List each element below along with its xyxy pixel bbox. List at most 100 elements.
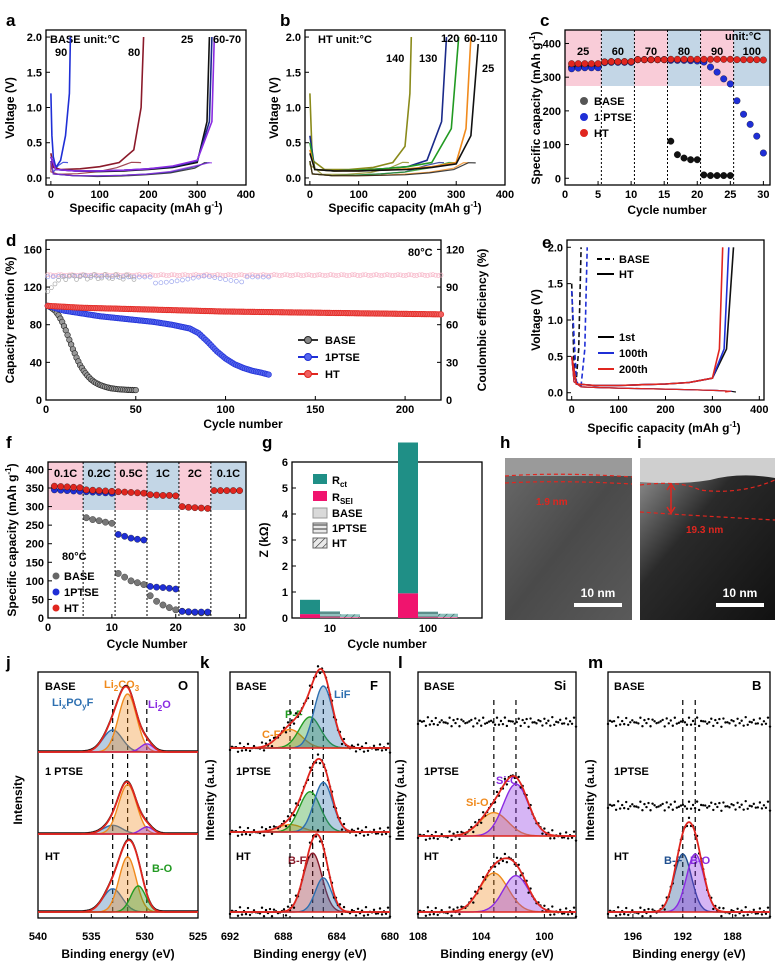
point-1PTSE bbox=[166, 584, 173, 592]
raw-data-point bbox=[606, 912, 610, 916]
ce-point-1ptse bbox=[260, 274, 266, 280]
panel-g-label: g bbox=[262, 433, 272, 452]
raw-data-point bbox=[744, 799, 747, 803]
raw-data-point bbox=[693, 806, 697, 810]
ce-point bbox=[282, 272, 288, 278]
panel-k-element: F bbox=[370, 678, 378, 693]
raw-data-point bbox=[752, 718, 755, 722]
raw-data-point bbox=[633, 721, 636, 724]
raw-data-point bbox=[766, 716, 770, 719]
raw-data-point bbox=[356, 827, 360, 830]
raw-data-point bbox=[448, 716, 451, 719]
ce-point bbox=[180, 272, 185, 278]
x-tick-label: 10 bbox=[324, 623, 336, 635]
panel-k-label: k bbox=[200, 653, 210, 672]
panel-m-frame bbox=[607, 671, 771, 919]
raw-data-point bbox=[513, 722, 516, 725]
ce-point bbox=[309, 272, 315, 278]
point-BASE bbox=[95, 517, 103, 525]
rate-band bbox=[115, 462, 147, 510]
raw-data-point bbox=[724, 721, 727, 724]
x-tick-label: 688 bbox=[274, 931, 292, 943]
raw-data-point bbox=[497, 862, 501, 865]
raw-data-point bbox=[294, 712, 298, 715]
panel-g-ylabel: Z (kΩ) bbox=[257, 523, 271, 558]
ce-point-1ptse bbox=[131, 274, 137, 280]
raw-data-point bbox=[318, 671, 322, 675]
panel-g: g Rct RSEI BASE 1PTSE HT 0 1 2 3 4 5 6 10 100 Cy… bbox=[257, 433, 483, 651]
raw-data-point bbox=[503, 716, 507, 719]
raw-data-point bbox=[618, 723, 622, 726]
raw-data-point bbox=[474, 821, 477, 824]
ce-point-1ptse bbox=[255, 274, 261, 280]
raw-data-point bbox=[519, 724, 522, 728]
y-tick-label: 0.5 bbox=[286, 138, 301, 150]
raw-data-point bbox=[549, 913, 552, 916]
raw-data-point bbox=[238, 826, 242, 829]
panel-f-xlabel: Cycle Number bbox=[107, 637, 188, 651]
raw-data-point bbox=[740, 719, 743, 722]
raw-data-point bbox=[420, 720, 424, 723]
point-HT bbox=[236, 487, 243, 494]
x-tick-label: 100 bbox=[609, 404, 627, 416]
raw-data-point bbox=[264, 908, 268, 912]
panel-l-row-1ptse: 1PTSE bbox=[424, 766, 459, 778]
raw-data-point bbox=[744, 905, 747, 909]
raw-data-point bbox=[738, 722, 741, 725]
raw-data-point bbox=[515, 720, 518, 724]
raw-data-point bbox=[740, 803, 743, 806]
raw-data-point bbox=[618, 807, 622, 810]
legend-swatch-1ptse bbox=[312, 522, 328, 534]
x-tick-label: 0 bbox=[45, 622, 51, 634]
panel-i-label: i bbox=[637, 433, 642, 452]
panel-j-peak-lipof: LixPOyF bbox=[52, 697, 94, 711]
ce-point bbox=[298, 273, 304, 278]
raw-data-point bbox=[372, 908, 376, 912]
raw-data-point bbox=[424, 914, 428, 917]
panel-j-row-base: BASE bbox=[45, 681, 76, 693]
y-tick-label: 1.5 bbox=[286, 67, 301, 79]
panel-h: h 1.9 nm 10 nm bbox=[500, 433, 633, 620]
raw-data-point bbox=[671, 808, 674, 811]
raw-data-point bbox=[380, 749, 384, 752]
panel-j-frame bbox=[37, 671, 199, 919]
legend-label-1st: 1st bbox=[619, 332, 635, 344]
raw-data-point bbox=[350, 828, 354, 831]
ce-point-1ptse bbox=[233, 278, 239, 284]
point-1 PTSE bbox=[707, 63, 714, 71]
point-HT bbox=[437, 311, 445, 318]
raw-data-point bbox=[481, 716, 485, 719]
ce-point bbox=[433, 272, 438, 278]
ce-point bbox=[320, 272, 325, 278]
raw-data-point bbox=[689, 723, 693, 726]
raw-data-point bbox=[669, 719, 672, 722]
y-tick-label: 50 bbox=[32, 594, 44, 606]
raw-data-point bbox=[699, 803, 703, 807]
raw-data-point bbox=[704, 804, 707, 807]
point-HT bbox=[627, 58, 635, 66]
panel-b-title: HT unit:°C bbox=[318, 34, 372, 46]
raw-data-point bbox=[608, 803, 612, 806]
x-tick-label: 300 bbox=[188, 189, 206, 201]
panel-m: m BASE 1PTSE HT B B-F B-O 196 192 188 Bind… bbox=[583, 653, 772, 961]
panel-a-title: BASE unit:°C bbox=[50, 34, 120, 46]
raw-data-point bbox=[388, 835, 392, 838]
ce-point-base bbox=[92, 272, 97, 277]
legend-marker-ht bbox=[304, 370, 312, 378]
raw-data-point bbox=[732, 720, 735, 723]
point-HT bbox=[607, 58, 615, 66]
panel-k-peak-lif: LiF bbox=[334, 689, 351, 701]
panel-a-temp-90: 90 bbox=[55, 47, 67, 59]
x-tick-label: 200 bbox=[396, 404, 414, 416]
raw-data-point bbox=[533, 721, 536, 724]
point-1PTSE bbox=[265, 371, 272, 378]
x-tick-label: 0 bbox=[562, 189, 568, 201]
raw-data-point bbox=[472, 901, 475, 904]
ce-point bbox=[279, 273, 285, 278]
y-tick-label: 1.0 bbox=[27, 103, 42, 115]
raw-data-point bbox=[612, 803, 616, 807]
raw-data-point bbox=[495, 716, 499, 719]
raw-data-point bbox=[252, 909, 256, 912]
ce-point-base bbox=[56, 277, 61, 283]
ce-point bbox=[303, 272, 309, 278]
